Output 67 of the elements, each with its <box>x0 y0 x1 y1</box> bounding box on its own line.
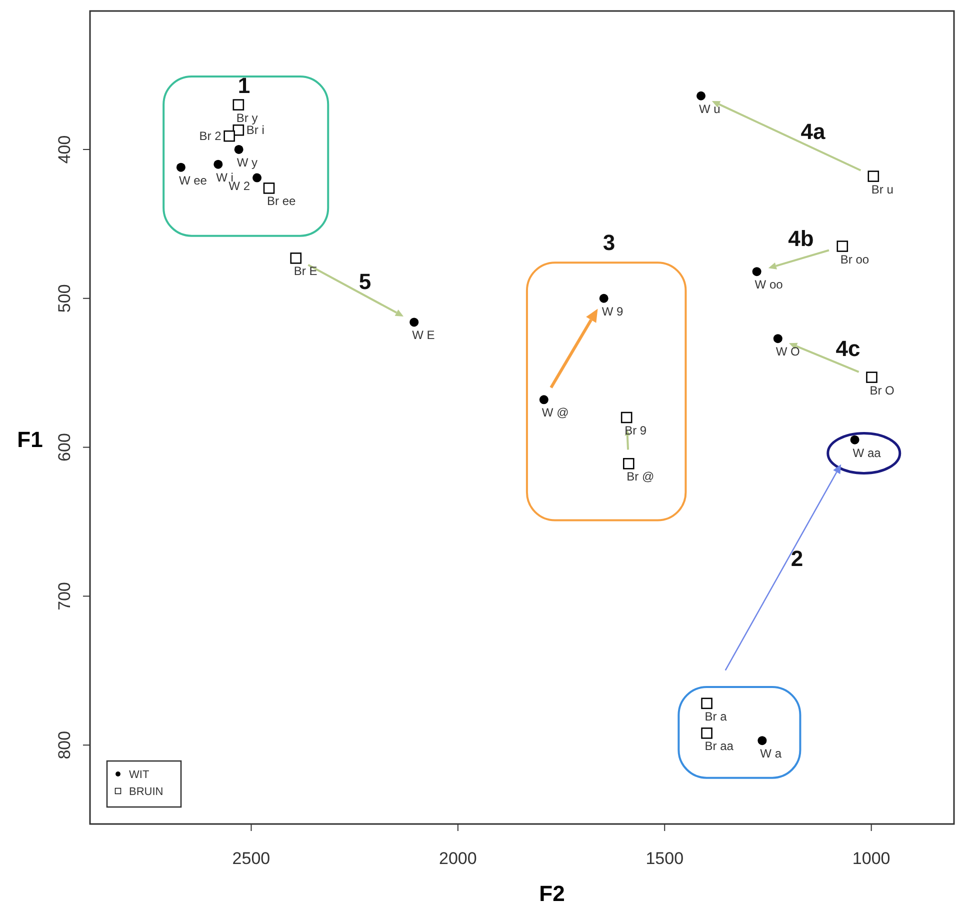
point <box>701 698 712 710</box>
point <box>836 240 848 252</box>
y-tick-label: 800 <box>55 730 74 760</box>
x-tick-label: 1500 <box>646 849 684 868</box>
data-label: W @ <box>542 406 569 420</box>
y-tick-label: 600 <box>55 433 74 462</box>
point <box>866 372 878 383</box>
x-tick-label: 2500 <box>232 849 270 868</box>
annotation: 1 <box>238 72 250 98</box>
data-label: Br aa <box>704 739 734 754</box>
point <box>758 736 767 746</box>
annotation: 4b <box>788 226 814 251</box>
annotation: 5 <box>358 268 372 294</box>
point <box>252 173 262 182</box>
data-label: Br 9 <box>624 424 647 438</box>
y-tick-label: 400 <box>55 135 74 164</box>
data-label: Br u <box>871 182 894 196</box>
point <box>620 412 632 424</box>
data-label: W y <box>236 155 258 170</box>
point <box>701 728 712 739</box>
data-label: W ee <box>178 173 208 188</box>
data-label: Br a <box>704 709 728 724</box>
point <box>773 334 782 344</box>
data-label: W a <box>760 746 782 761</box>
point <box>224 130 235 142</box>
annotation: 2 <box>790 546 804 571</box>
data-label: W oo <box>754 278 784 292</box>
data-label: W aa <box>852 446 882 460</box>
y-axis-title: F1 <box>17 427 43 452</box>
x-tick-label: 1000 <box>852 849 890 868</box>
x-tick-label: 2000 <box>439 849 477 868</box>
data-label: W O <box>776 344 800 359</box>
annotation: 4a <box>800 118 826 144</box>
point <box>234 144 244 154</box>
annotation: 4c <box>836 336 860 361</box>
point <box>214 160 223 169</box>
y-tick-label: 500 <box>55 284 74 313</box>
data-label: W u <box>699 102 720 116</box>
y-tick-label: 700 <box>55 582 74 610</box>
point <box>290 252 302 264</box>
data-label: Br O <box>870 383 894 398</box>
point <box>176 162 186 172</box>
point <box>868 170 880 182</box>
point <box>599 294 608 303</box>
point <box>232 99 244 110</box>
annotation: 3 <box>602 230 616 255</box>
point <box>410 318 419 327</box>
point <box>623 458 634 470</box>
point <box>850 435 860 444</box>
point <box>232 124 244 136</box>
data-label: Br 2 <box>199 129 222 144</box>
point <box>696 91 706 100</box>
data-label: W 2 <box>228 178 250 193</box>
legend-label: BRUIN <box>129 786 164 798</box>
data-label: W E <box>412 328 435 342</box>
data-label: Br oo <box>840 252 870 266</box>
data-label: W 9 <box>602 304 624 318</box>
point <box>263 182 275 194</box>
point <box>539 395 548 404</box>
legend-label: WIT <box>129 769 150 781</box>
point <box>752 267 762 276</box>
data-label: Br ee <box>267 194 296 208</box>
data-label: Br i <box>246 123 264 138</box>
data-label: Br E <box>294 264 318 278</box>
data-label: Br @ <box>626 470 654 484</box>
data-label: Br y <box>236 110 258 125</box>
x-axis-title: F2 <box>539 881 565 906</box>
